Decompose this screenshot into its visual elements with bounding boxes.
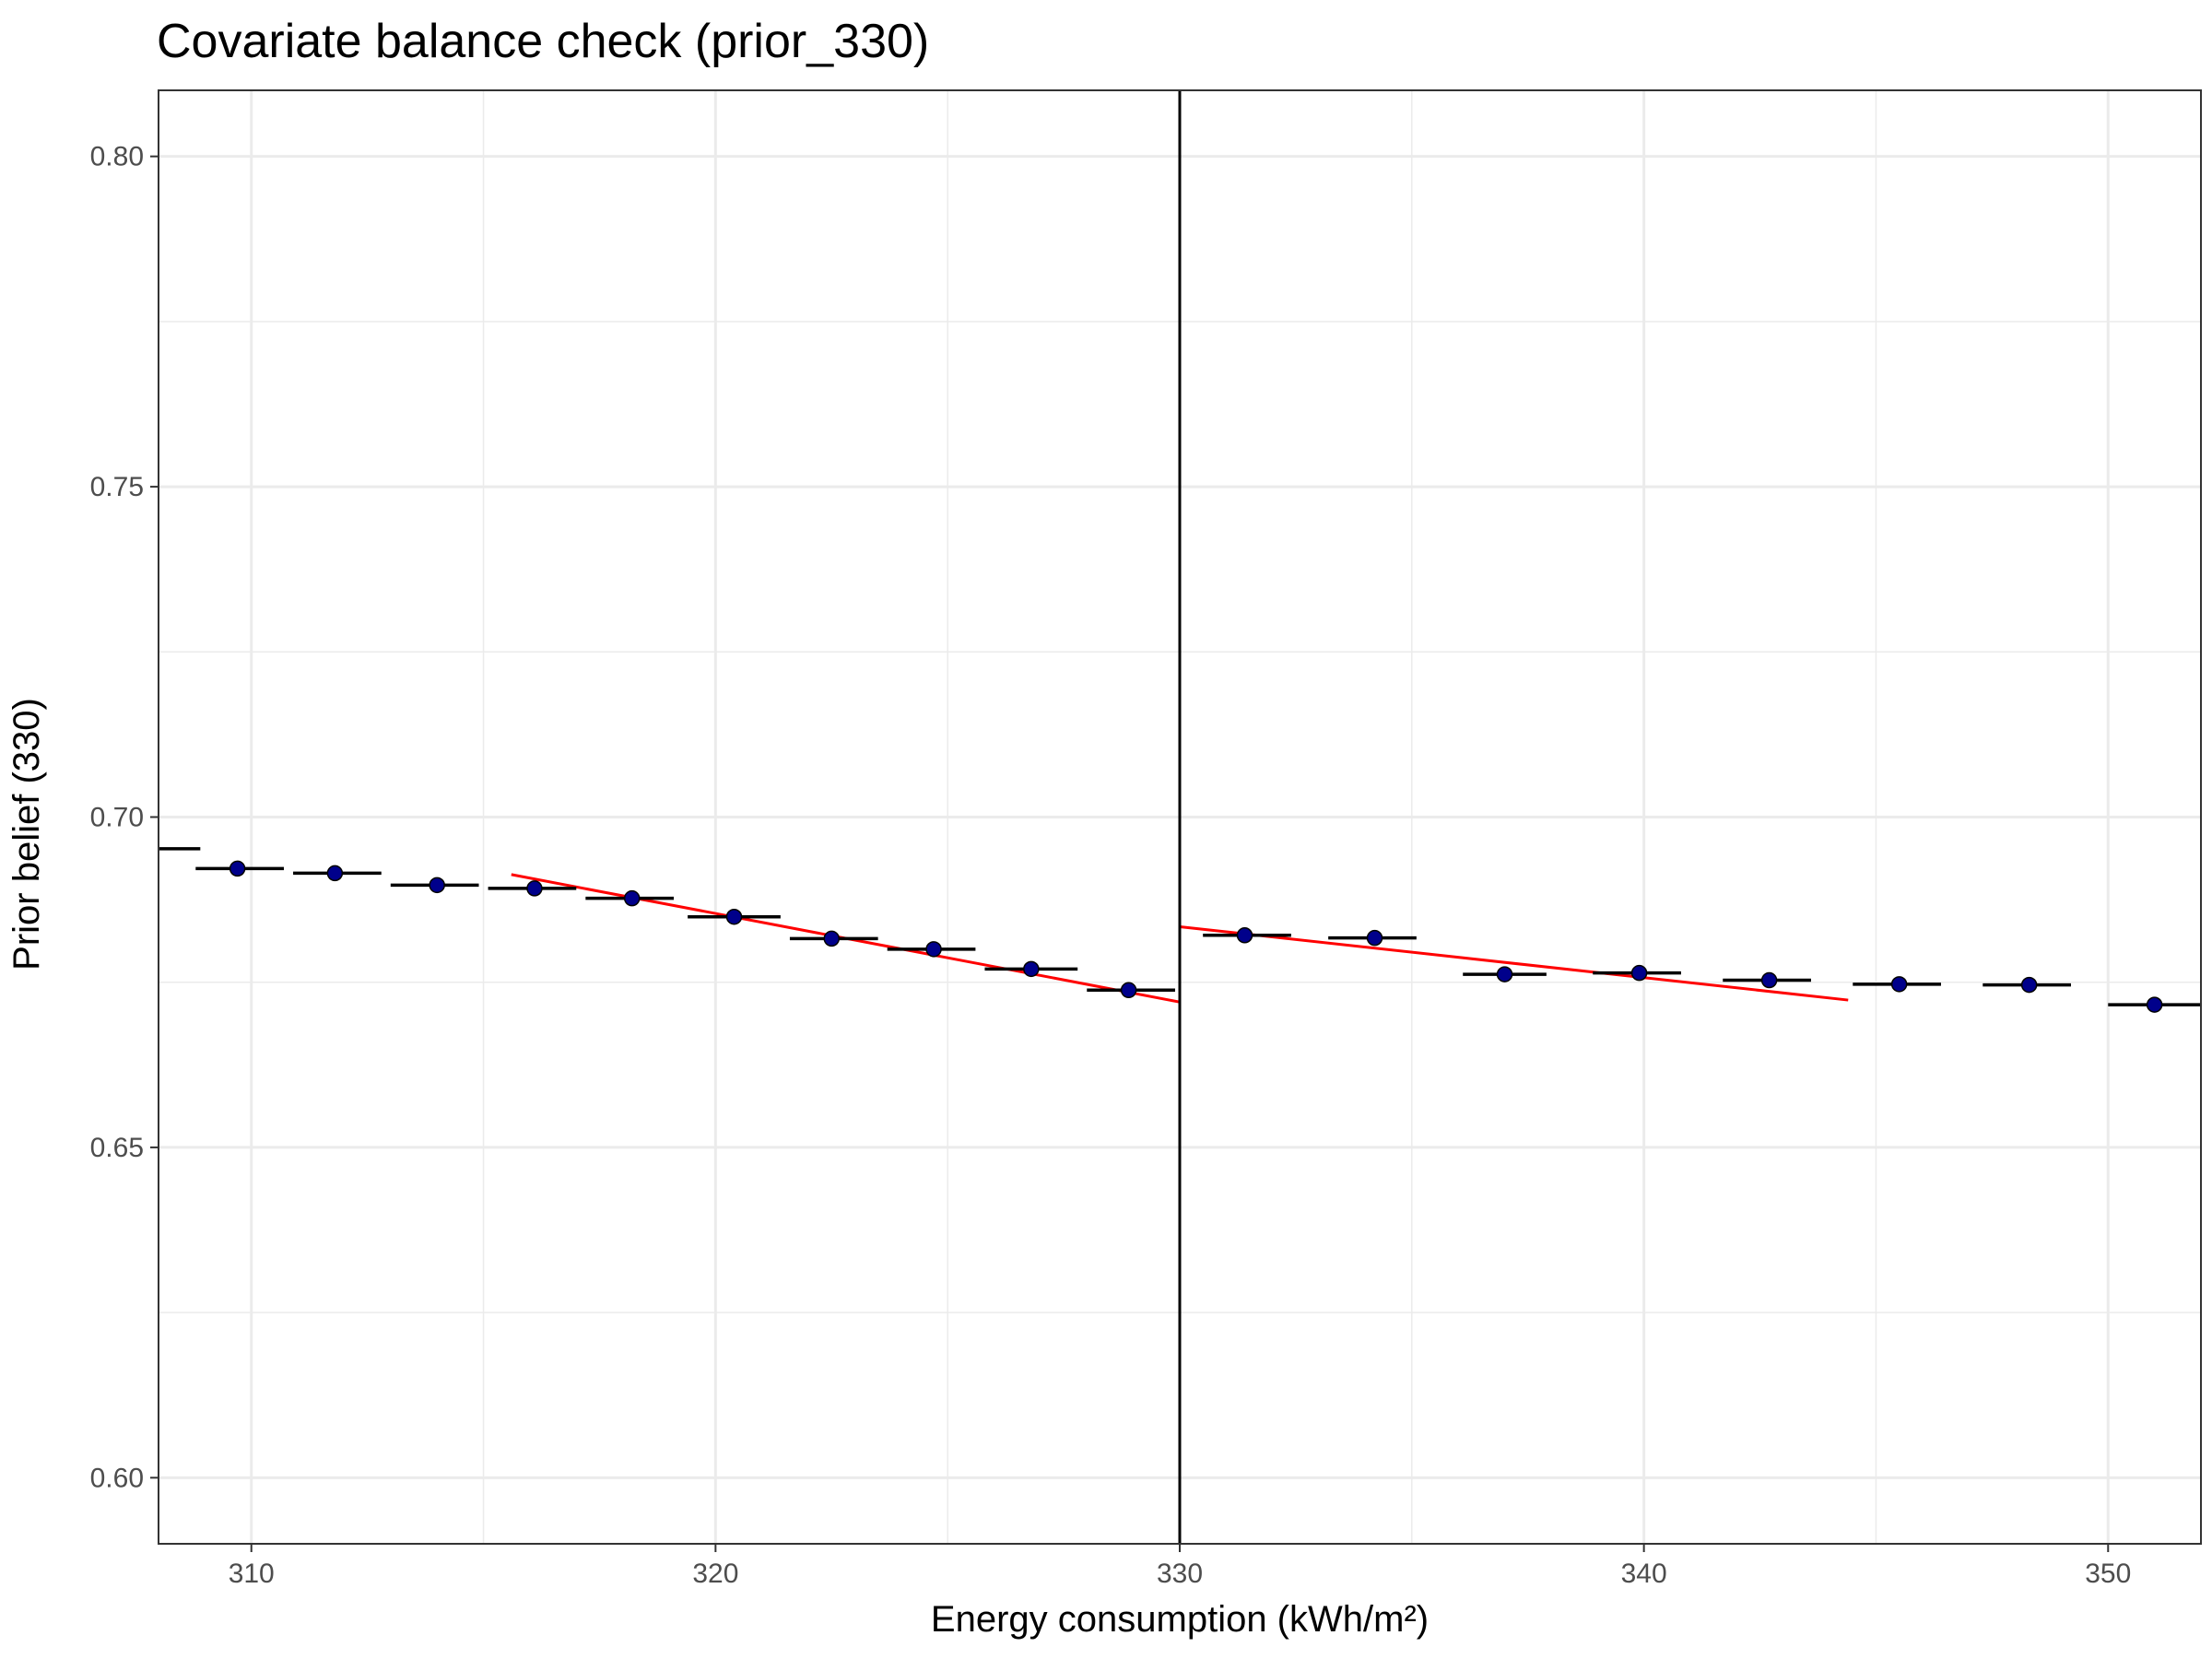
y-tick-label: 0.60 [90, 1463, 144, 1493]
y-tick-label: 0.70 [90, 803, 144, 833]
data-point [1630, 964, 1648, 982]
data-point [725, 908, 743, 925]
data-point [1236, 927, 1253, 944]
data-point [925, 941, 942, 958]
fit-line-right [1179, 925, 1849, 1002]
binned-points [229, 860, 2163, 1013]
y-tick-label: 0.75 [90, 472, 144, 502]
chart-title: Covariate balance check (prior_330) [157, 15, 929, 68]
x-tick-label: 320 [692, 1559, 738, 1589]
data-point [1760, 971, 1778, 989]
y-tick-label: 0.80 [90, 142, 144, 172]
data-point [526, 880, 543, 897]
data-point [1366, 929, 1383, 947]
x-axis-title: Energy consumption (kWh/m²) [931, 1599, 1429, 1640]
data-point [2020, 976, 2038, 994]
y-axis-ticks: 0.60 0.65 0.70 0.75 0.80 [90, 142, 159, 1493]
data-point [1023, 960, 1040, 978]
x-axis-ticks: 310 320 330 340 350 [229, 1544, 2131, 1589]
data-point [1120, 982, 1137, 999]
data-point [1496, 966, 1513, 982]
data-point [623, 889, 641, 907]
x-tick-label: 350 [2085, 1559, 2131, 1589]
data-point [1890, 976, 1908, 993]
data-point [229, 860, 246, 877]
data-point [326, 865, 344, 882]
data-point [823, 930, 841, 947]
x-tick-label: 340 [1621, 1559, 1667, 1589]
data-point [429, 877, 445, 894]
y-axis-title: Prior belief (330) [6, 698, 47, 971]
x-tick-label: 330 [1157, 1559, 1203, 1589]
y-tick-label: 0.65 [90, 1133, 144, 1163]
data-point [2146, 996, 2163, 1013]
x-tick-label: 310 [229, 1559, 275, 1589]
